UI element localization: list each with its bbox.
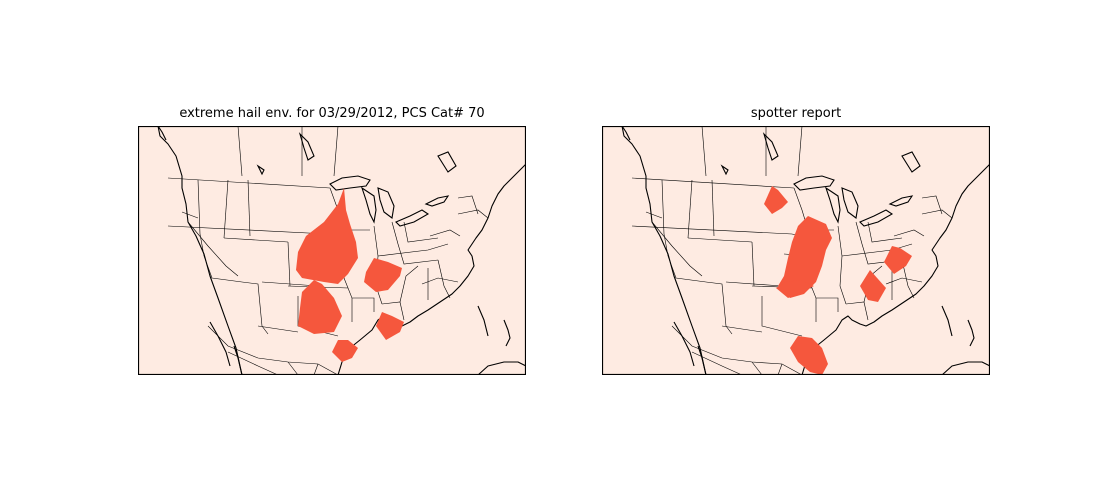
hail-region-plains	[296, 188, 358, 284]
right-map-panel	[602, 126, 990, 375]
right-panel-title: spotter report	[750, 106, 842, 121]
hail-region-south-texas	[790, 336, 828, 375]
hail-region-arkansas	[364, 258, 402, 292]
basemap	[621, 126, 990, 375]
hail-region-carolina	[884, 246, 912, 274]
hail-region-alabama	[860, 270, 886, 302]
map-frame	[138, 126, 526, 375]
hail-regions	[764, 186, 912, 375]
left-panel-title: extreme hail env. for 03/29/2012, PCS Ca…	[179, 106, 485, 121]
hail-regions	[296, 188, 404, 362]
left-map-panel	[138, 126, 526, 375]
map-frame	[602, 126, 990, 375]
hail-region-dakotas	[764, 186, 788, 214]
hail-region-oklahoma	[776, 280, 814, 298]
hail-region-oklahoma-texas	[298, 280, 342, 334]
hail-region-louisiana	[376, 312, 404, 340]
hail-region-south-texas	[332, 340, 358, 362]
hail-region-plains	[778, 216, 832, 298]
